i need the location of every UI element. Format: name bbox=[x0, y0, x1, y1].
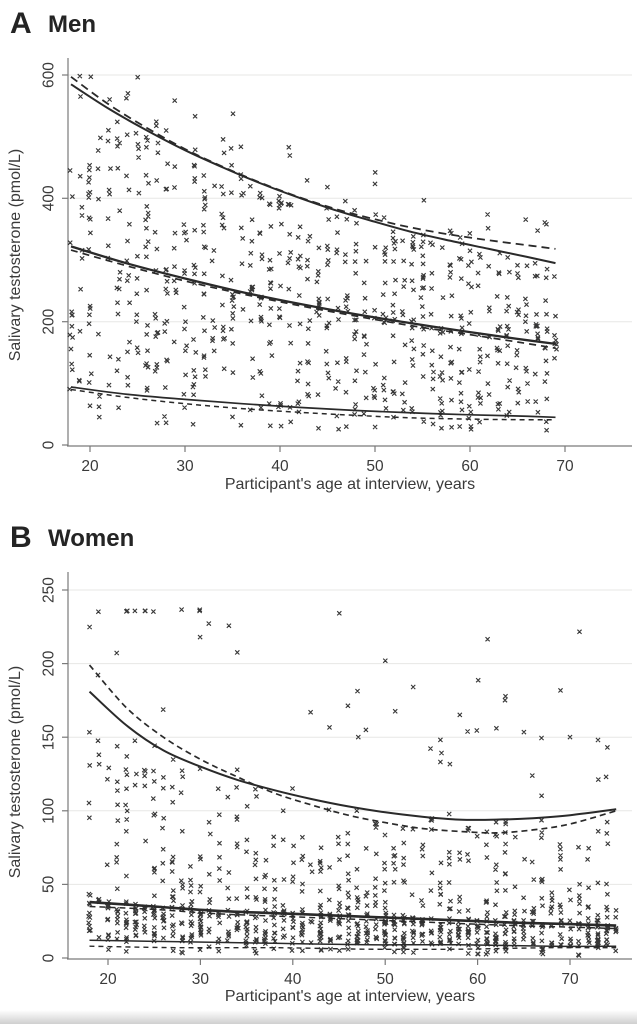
y-tick-label: 100 bbox=[41, 797, 58, 823]
x-tick-label: 60 bbox=[469, 971, 487, 988]
y-tick-label: 0 bbox=[41, 440, 58, 449]
p5-solid-curve bbox=[89, 939, 617, 948]
page-bottom-shadow bbox=[0, 1010, 637, 1024]
p50-solid-curve bbox=[70, 245, 556, 346]
y-tick-label: 400 bbox=[41, 185, 58, 211]
p5-solid-curve bbox=[70, 386, 556, 419]
plot-area-men: 0 200 400 600 20 30 40 50 60 70 bbox=[40, 58, 632, 475]
x-tick-label: 30 bbox=[176, 458, 194, 475]
p50-solid-curve bbox=[89, 900, 617, 927]
panel-a-y-axis-title: Salivary testosterone (pmol/L) bbox=[7, 149, 24, 362]
x-tick-label: 20 bbox=[81, 458, 99, 475]
gridlines bbox=[68, 589, 632, 885]
y-tick-label: 200 bbox=[40, 308, 57, 334]
y-tick-label: 200 bbox=[41, 650, 58, 676]
y-tick-label: 150 bbox=[41, 724, 58, 750]
panel-b-x-axis-title: Participant's age at interview, years bbox=[225, 988, 475, 1005]
x-tick-label: 40 bbox=[271, 458, 289, 475]
x-tick-label: 50 bbox=[377, 971, 395, 988]
x-tick-label: 30 bbox=[192, 971, 210, 988]
y-tick-label: 250 bbox=[41, 577, 58, 603]
x-tick-label: 40 bbox=[284, 971, 302, 988]
panel-a-x-axis-title: Participant's age at interview, years bbox=[225, 476, 475, 493]
panel-a-title: Men bbox=[48, 11, 96, 38]
x-tick-label: 70 bbox=[561, 971, 579, 988]
gridlines bbox=[68, 74, 632, 323]
p95-solid-curve bbox=[70, 83, 556, 265]
panel-b-title: Women bbox=[48, 525, 134, 552]
panel-b-y-axis-title: Salivary testosterone (pmol/L) bbox=[7, 666, 24, 879]
axes bbox=[62, 572, 632, 965]
tick-labels: 0 50 100 150 200 250 20 30 40 50 60 70 bbox=[41, 577, 579, 988]
scatter-points bbox=[67, 73, 559, 433]
y-tick-label: 0 bbox=[41, 953, 58, 962]
p95-solid-curve bbox=[88, 690, 617, 821]
panel-a-label: A bbox=[10, 7, 32, 40]
axes bbox=[62, 58, 632, 452]
p50-dashed-curve bbox=[89, 905, 617, 930]
y-tick-label: 600 bbox=[41, 62, 58, 88]
x-tick-label: 20 bbox=[99, 971, 117, 988]
plot-area-women: 0 50 100 150 200 250 20 30 40 50 60 70 bbox=[41, 572, 632, 988]
x-tick-label: 70 bbox=[556, 458, 574, 475]
p50-dashed-curve bbox=[70, 249, 556, 350]
scatter-points bbox=[86, 607, 619, 958]
y-tick-label: 50 bbox=[41, 875, 58, 893]
p95-dashed-curve bbox=[70, 76, 556, 250]
p5-dashed-curve bbox=[70, 388, 556, 421]
panel-b-label: B bbox=[10, 521, 32, 554]
p95-dashed-curve bbox=[88, 664, 617, 834]
tick-labels: 0 200 400 600 20 30 40 50 60 70 bbox=[40, 62, 574, 475]
p5-dashed-curve bbox=[89, 945, 617, 951]
x-tick-label: 50 bbox=[366, 458, 384, 475]
x-tick-label: 60 bbox=[461, 458, 479, 475]
